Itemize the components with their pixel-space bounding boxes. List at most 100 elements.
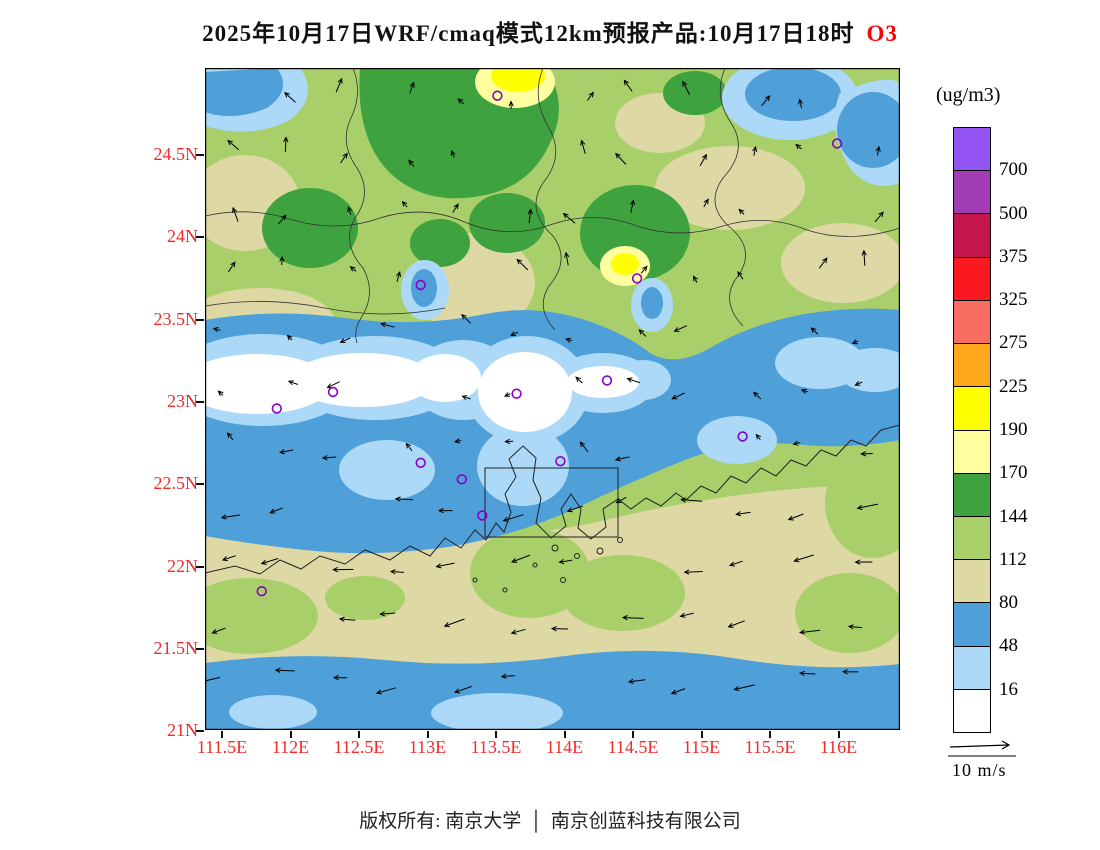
wind-arrow [347, 206, 353, 215]
colorbar-segment [954, 256, 990, 300]
wind-arrow [787, 513, 804, 521]
lat-tick-mark [196, 565, 204, 568]
colorbar-segment [954, 688, 990, 733]
wind-arrow [615, 152, 627, 165]
wind-arrow [564, 251, 570, 266]
wind-arrow [728, 560, 743, 567]
wind-arrow [394, 496, 413, 502]
station-marker [511, 388, 522, 399]
wind-arrow [332, 566, 354, 573]
lon-tick-mark [289, 731, 292, 738]
station-marker [737, 431, 748, 442]
wind-arrow [841, 669, 859, 675]
wind-arrow [586, 91, 594, 101]
colorbar-level-label: 80 [999, 592, 1018, 614]
wind-arrow [283, 136, 289, 153]
lat-tick-label: 22.5N [153, 473, 199, 494]
colorbar-level-label: 48 [999, 635, 1018, 657]
wind-arrow [580, 139, 586, 154]
lat-tick-label: 21N [167, 720, 198, 741]
wind-arrow [453, 685, 472, 694]
map-border [205, 68, 900, 730]
wind-arrow [274, 667, 295, 673]
wind-arrow [727, 620, 745, 628]
wind-arrow [575, 376, 583, 384]
station-marker [601, 375, 613, 386]
wind-arrow [550, 626, 569, 632]
lon-tick-mark [632, 731, 634, 738]
lon-tick-label: 114E [545, 737, 584, 757]
colorbar-level-label: 225 [999, 375, 1028, 397]
wind-arrow [793, 554, 814, 563]
wind-arrow [212, 327, 221, 333]
admin-boundaries [205, 68, 900, 344]
wind-arrow [854, 380, 863, 386]
wind-arrow [339, 337, 351, 343]
station-marker [631, 273, 643, 284]
wind-arrow [510, 628, 526, 635]
coastline [205, 424, 900, 593]
copyright: 版权所有: 南京大学 │ 南京创蓝科技有限公司 [0, 806, 1100, 833]
lat-tick-mark [196, 730, 204, 733]
wind-arrow [565, 337, 573, 343]
wind-arrow [500, 673, 516, 679]
lon-tick-label: 112E [271, 737, 310, 757]
wind-arrow [615, 496, 627, 504]
wind-arrow [510, 554, 531, 563]
station-marker [415, 279, 426, 291]
station-markers [256, 90, 843, 597]
wind-arrow [279, 255, 285, 266]
wind-arrow [508, 100, 514, 109]
wind-arrow [682, 80, 691, 96]
colorbar-segment [954, 602, 990, 646]
wind-arrow [435, 562, 455, 569]
colorbar-level-label: 190 [999, 419, 1028, 440]
wind-arrow [227, 139, 240, 151]
colorbar-segment [954, 299, 990, 344]
colorbar-segment [954, 128, 990, 171]
wind-arrow [798, 98, 804, 109]
wind-arrow [752, 145, 758, 156]
wind-arrow [874, 211, 884, 223]
lat-tick-label: 24N [167, 226, 198, 247]
colorbar-segment [954, 559, 990, 603]
wind-arrow [287, 380, 299, 386]
station-marker [477, 510, 488, 521]
colorbar-level-label: 375 [999, 245, 1028, 267]
wind-arrow [626, 377, 640, 384]
wind-arrow [443, 618, 465, 628]
wind-arrow [699, 153, 707, 166]
wind-arrow [232, 206, 239, 222]
wind-arrow [226, 432, 234, 441]
wind-arrow [623, 79, 633, 92]
station-marker [492, 90, 503, 101]
lat-tick-label: 23.5N [153, 308, 199, 329]
wind-arrow [380, 322, 395, 328]
wind-arrow [854, 559, 873, 565]
lat-tick-label: 21.5N [153, 637, 199, 658]
wind-arrow [800, 388, 808, 394]
map-plot [205, 68, 900, 730]
page-title: 2025年10月17日WRF/cmaq模式12km预报产品:10月17日18时 O… [0, 14, 1100, 48]
colorbar-level-label: 170 [999, 462, 1028, 484]
wind-arrow [703, 198, 709, 208]
wind-arrow [405, 442, 413, 452]
wind-arrow [504, 438, 514, 445]
colorbar-level-label: 16 [999, 678, 1018, 700]
wind-arrow [260, 558, 279, 565]
colorbar-segment [954, 515, 990, 560]
lon-tick-mark [221, 731, 223, 738]
lon-tick-mark [769, 731, 771, 738]
contour-fill [205, 68, 900, 730]
wind-arrow [627, 678, 646, 684]
wind-arrow [450, 149, 456, 158]
wind-arrow [733, 684, 755, 692]
wind-arrow [379, 611, 396, 617]
wind-arrow [752, 391, 762, 400]
wind-arrow [680, 497, 703, 503]
colorbar-level-label: 325 [999, 289, 1028, 311]
wind-arrow [738, 208, 745, 215]
colorbar [953, 127, 991, 733]
wind-arrow [818, 257, 828, 269]
wind-arrow [286, 334, 293, 341]
